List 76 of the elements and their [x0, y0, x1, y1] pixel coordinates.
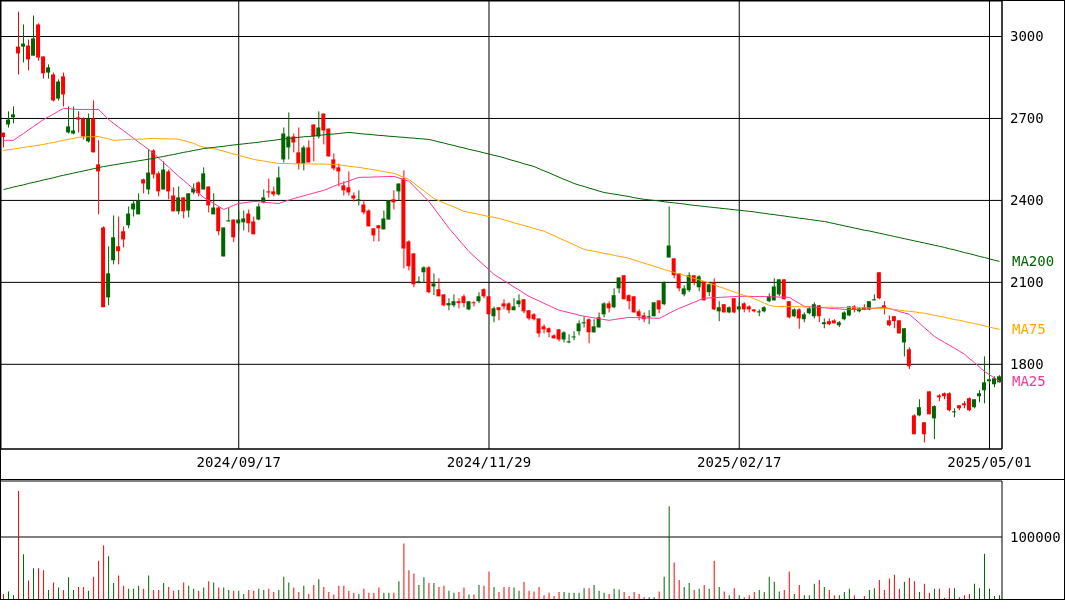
x-tick-label: 2025/02/17: [697, 453, 782, 470]
candlestick: [351, 191, 356, 203]
candlestick: [301, 145, 306, 171]
candlestick: [581, 315, 586, 328]
candlestick: [66, 105, 71, 134]
candlestick: [206, 185, 211, 213]
candlestick: [186, 192, 191, 218]
candlestick: [611, 287, 616, 309]
y-tick-label: 1800: [1010, 356, 1044, 373]
candlestick: [61, 72, 66, 107]
series-label: MA75: [1012, 321, 1046, 338]
candlestick: [566, 333, 571, 344]
candlestick: [296, 126, 301, 171]
line-series: [3, 107, 1000, 382]
candlestick: [796, 307, 801, 330]
candlestick: [496, 306, 501, 321]
candlestick: [901, 327, 906, 357]
candlestick: [571, 330, 576, 341]
candlestick: [476, 291, 481, 304]
candlestick: [576, 319, 581, 336]
candlestick: [161, 160, 166, 190]
candlestick: [176, 185, 181, 215]
candlestick: [431, 272, 436, 296]
candlestick: [56, 78, 61, 101]
candlestick: [276, 166, 281, 196]
candlestick: [646, 309, 651, 325]
candlestick: [666, 205, 671, 259]
candlestick: [356, 189, 361, 206]
candlestick: [31, 14, 36, 57]
candlestick: [456, 297, 461, 309]
x-tick-label: 2024/11/29: [446, 453, 532, 470]
candlestick: [146, 148, 151, 195]
candlestick: [76, 110, 81, 133]
candlestick: [906, 346, 911, 370]
candlestick: [266, 178, 271, 198]
candlestick: [216, 205, 221, 236]
candlestick: [171, 186, 176, 212]
candlestick: [716, 300, 721, 322]
x-tick-label: 2025/05/01: [947, 453, 1032, 470]
candlestick: [391, 189, 396, 210]
candlestick: [116, 216, 121, 265]
candlestick: [471, 300, 476, 307]
candlestick: [111, 214, 116, 265]
candlestick: [931, 404, 936, 440]
candlestick: [981, 355, 986, 404]
candlestick: [371, 227, 376, 242]
candlestick: [516, 293, 521, 308]
candlestick: [421, 265, 426, 283]
candlestick: [606, 300, 611, 313]
candlestick: [246, 208, 251, 233]
candlestick: [126, 205, 131, 229]
candlestick: [396, 182, 401, 201]
candlestick: [181, 196, 186, 219]
candlestick: [946, 391, 951, 412]
candlestick: [416, 275, 421, 284]
candlestick: [491, 305, 496, 323]
candlestick: [166, 169, 171, 200]
candlestick: [311, 123, 316, 162]
y-tick-label: 2100: [1010, 274, 1044, 291]
candlestick: [86, 113, 91, 143]
candlestick: [376, 224, 381, 242]
candlestick: [921, 421, 926, 443]
series-label: MA25: [1012, 373, 1046, 390]
series-label: MA200: [1012, 253, 1055, 270]
candlestick: [661, 280, 666, 306]
candlestick: [21, 23, 26, 63]
candlestick: [26, 39, 31, 71]
y-tick-label: 3000: [1010, 28, 1044, 45]
candlestick: [586, 317, 591, 344]
candlestick: [121, 225, 126, 248]
y-tick-label: 2400: [1010, 192, 1044, 209]
x-tick-label: 2024/09/17: [196, 453, 281, 470]
y-tick-label: 2700: [1010, 110, 1044, 127]
y-tick-label: 100000: [1010, 528, 1061, 545]
candlestick: [546, 326, 551, 338]
candlestick: [511, 297, 516, 311]
